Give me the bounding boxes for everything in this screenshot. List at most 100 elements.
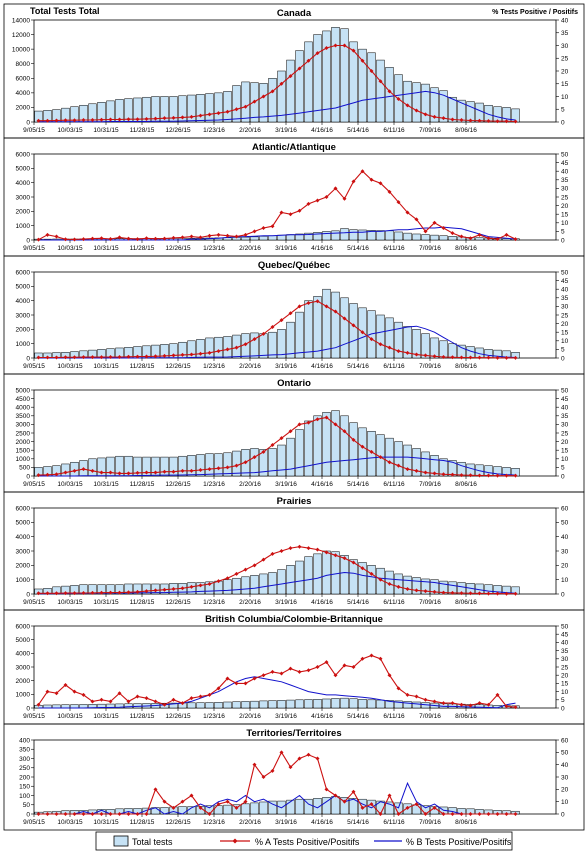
total-tests-bar (394, 573, 403, 595)
pct-a-point (234, 107, 239, 112)
left-tick-label: 4000 (16, 298, 31, 305)
x-tick-label: 12/26/15 (165, 481, 191, 488)
pct-a-point (360, 566, 365, 571)
pct-a-point (495, 812, 500, 816)
pct-a-point (351, 789, 356, 794)
pct-a-point (252, 455, 257, 460)
x-tick-label: 4/16/16 (311, 713, 333, 720)
left-axis-title: Total Tests Total (30, 6, 100, 16)
total-tests-bar (196, 94, 205, 123)
total-tests-bar (70, 704, 79, 709)
pct-a-point (72, 237, 77, 242)
pct-a-point (405, 350, 410, 355)
total-tests-bar (439, 235, 448, 241)
pct-a-point (423, 697, 428, 702)
right-axis-title: % Tests Positive / Positifs (492, 9, 578, 16)
pct-a-point (252, 99, 257, 104)
total-tests-bar (448, 236, 457, 241)
pct-a-point (423, 470, 428, 475)
left-tick-label: 5000 (16, 284, 31, 291)
total-tests-bar (412, 577, 421, 595)
pct-a-point (36, 591, 41, 596)
pct-a-point (54, 591, 59, 596)
pct-a-point (495, 591, 500, 596)
right-tick-label: 25 (561, 194, 569, 201)
total-tests-bar (349, 798, 358, 815)
total-tests-bar (349, 698, 358, 709)
left-tick-label: 2000 (16, 678, 31, 685)
total-tests-bar (214, 92, 223, 123)
pct-a-point (504, 812, 509, 816)
total-tests-bar (421, 234, 430, 241)
pct-a-point (54, 691, 59, 696)
right-tick-label: 25 (561, 56, 569, 63)
total-tests-bar (178, 95, 187, 123)
total-tests-bar (331, 698, 340, 709)
chart-panels: Canada0200040006000800010000120001400005… (3, 3, 585, 831)
x-tick-label: 6/11/16 (383, 599, 405, 606)
total-tests-bar (403, 575, 412, 595)
total-tests-bar (286, 699, 295, 709)
left-tick-label: 50 (23, 802, 31, 809)
total-tests-bar (196, 454, 205, 477)
x-tick-label: 10/31/15 (93, 713, 119, 720)
pct-a-point (333, 673, 338, 678)
left-tick-label: 5000 (16, 637, 31, 644)
pct-a-point (162, 702, 167, 707)
panel-2: Atlantic/Atlantique 0 1000 2000 3000 4000 5000… (3, 137, 585, 257)
total-tests-bar (322, 797, 331, 815)
total-tests-bar (250, 700, 259, 709)
x-tick-label: 10/03/15 (57, 127, 83, 134)
x-tick-label: 6/11/16 (383, 363, 405, 370)
pct-a-point (216, 232, 221, 237)
pct-a-point (162, 469, 167, 474)
pct-a-point (450, 231, 455, 236)
pct-a-point (342, 43, 347, 48)
left-tick-label: 6000 (16, 76, 31, 83)
x-tick-label: 4/16/16 (311, 599, 333, 606)
pct-a-point (441, 116, 446, 121)
pct-a-point (108, 699, 113, 704)
total-tests-bar (331, 796, 340, 815)
pct-a-point (270, 89, 275, 94)
right-tick-label: 40 (561, 169, 569, 176)
pct-a-point (63, 470, 68, 475)
pct-a-point (234, 463, 239, 468)
pct-a-point (378, 812, 383, 816)
pct-a-point (468, 812, 473, 816)
total-tests-bar (340, 28, 349, 123)
pct-a-point (207, 692, 212, 697)
right-tick-label: 10 (561, 220, 569, 227)
pct-a-point (360, 58, 365, 63)
pct-a-point (36, 355, 41, 360)
pct-a-point (189, 352, 194, 357)
total-tests-bar (286, 799, 295, 815)
pct-a-point (45, 591, 50, 596)
total-tests-bar (259, 333, 268, 359)
pct-a-point (441, 701, 446, 706)
pct-a-point (342, 556, 347, 561)
pct-a-point (81, 237, 86, 242)
total-tests-bar (349, 41, 358, 123)
left-tick-label: 4000 (16, 651, 31, 658)
pct-a-point (405, 210, 410, 215)
right-tick-label: 10 (561, 456, 569, 463)
pct-a-point (378, 577, 383, 582)
pct-a-point (360, 656, 365, 661)
pct-a-point (153, 588, 158, 593)
left-tick-label: 1000 (16, 577, 31, 584)
pct-a-point (225, 109, 230, 114)
total-tests-bar (430, 87, 439, 123)
total-tests-bar (223, 336, 232, 359)
x-tick-label: 5/14/16 (347, 713, 369, 720)
pct-a-point (504, 704, 509, 709)
pct-a-point (279, 549, 284, 553)
pct-a-point (36, 237, 41, 242)
right-tick-label: 5 (561, 229, 565, 236)
pct-a-point (216, 111, 221, 116)
x-tick-label: 4/16/16 (311, 245, 333, 252)
pct-a-point (180, 799, 185, 804)
right-tick-label: 50 (561, 151, 569, 158)
total-tests-bar (367, 565, 376, 595)
pct-a-point (270, 325, 275, 330)
